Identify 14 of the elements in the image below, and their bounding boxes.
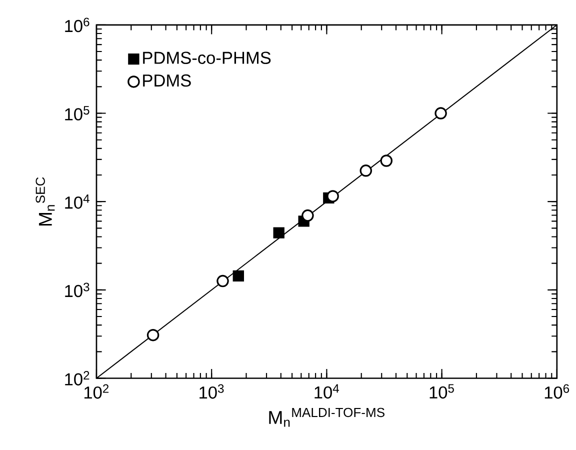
y-tick-label: 10$^{3}$ — [65, 282, 90, 298]
y-tick-label: 10$^{6}$ — [65, 18, 90, 32]
y-tick-label: 10$^{5}$ — [65, 106, 90, 120]
y-tick-label: 10$^{4}$ — [65, 194, 90, 209]
y-tick-label: 10$^{2}$ — [65, 370, 90, 386]
y-axis-title: M$_{n}$SEC — [36, 177, 55, 226]
x-tick-label: 10$^{6}$ — [544, 384, 570, 399]
x-tick-label: 10$^{3}$ — [200, 384, 224, 399]
x-axis-title: M$_{n}$MALDI-TOF-MS — [269, 408, 384, 427]
legend-label: PDMS-co-PHMS — [143, 52, 271, 64]
x-tick-label: 10$^{4}$ — [314, 384, 340, 399]
legend-label: PDMS — [143, 74, 191, 87]
x-tick-label: 10$^{5}$ — [430, 384, 454, 399]
x-tick-label: 10$^{2}$ — [84, 384, 109, 399]
